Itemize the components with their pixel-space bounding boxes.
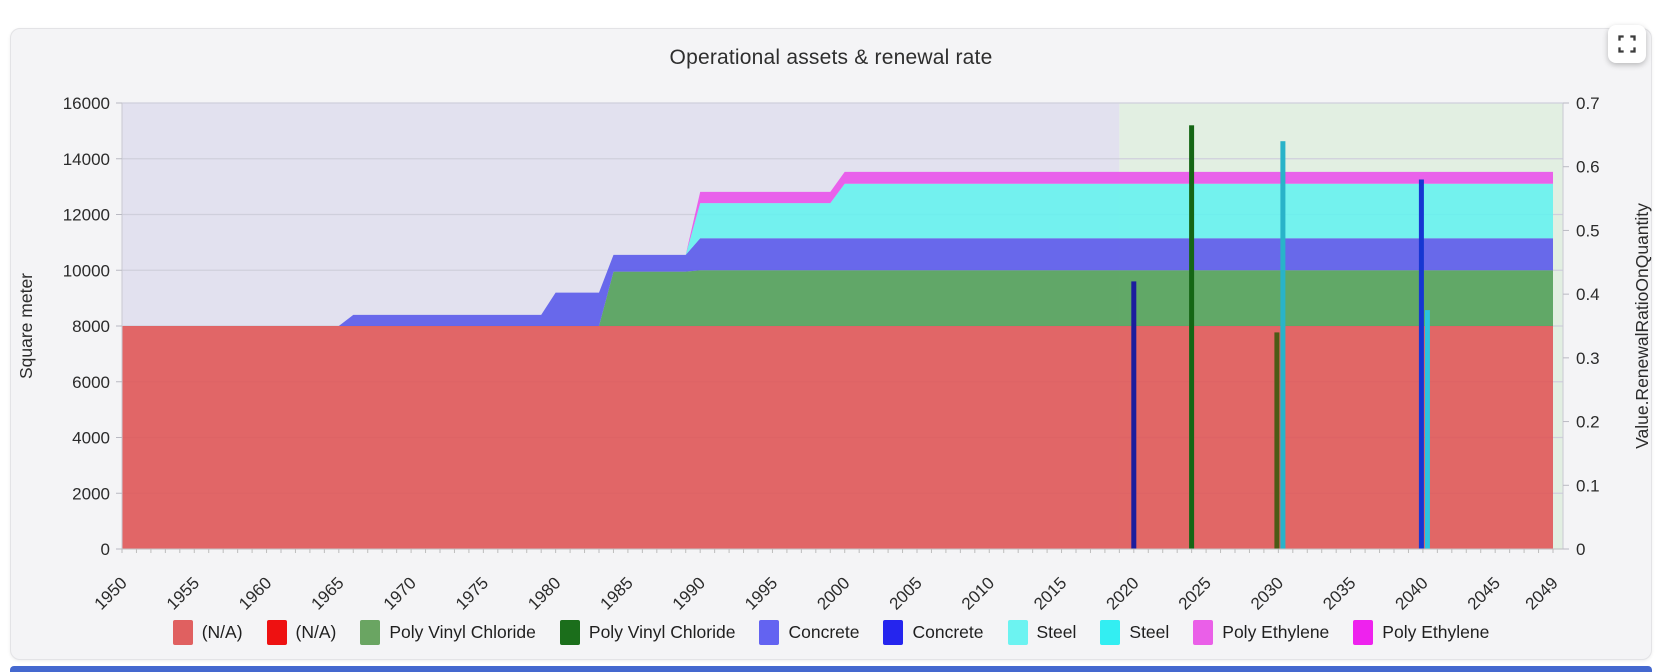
legend-label: Concrete [788,622,860,642]
fullscreen-button[interactable] [1608,25,1646,63]
left-axis-tick-label: 10000 [63,261,110,280]
x-axis-tick-label: 2020 [1102,573,1142,613]
left-axis-title: Square meter [16,273,36,379]
legend-item-3[interactable]: Poly Vinyl Chloride [559,620,736,645]
x-axis-tick-label: 1975 [452,573,492,613]
legend-swatch [266,620,287,645]
right-axis-tick-label: 0.2 [1576,413,1600,432]
left-axis-tick-label: 2000 [72,484,110,503]
x-axis-tick-label: 2045 [1464,573,1504,613]
legend-label: Poly Ethylene [1382,622,1490,642]
x-axis-tick-label: 1970 [380,573,420,613]
left-axis-tick-label: 16000 [63,94,110,113]
x-axis-tick-label: 1995 [741,573,781,613]
legend-label: Concrete [912,622,984,642]
renewal-bar-2040-concrete [1418,179,1424,549]
fullscreen-icon [1617,34,1637,54]
legend-item-4[interactable]: Concrete [759,620,859,645]
x-axis-tick-label: 1985 [597,573,637,613]
legend-swatch [1100,620,1121,645]
x-axis-tick-label: 2040 [1392,573,1432,613]
legend-item-0[interactable]: (N/A) [172,620,243,645]
area-series-2-concrete [122,238,1553,326]
chart-title: Operational assets & renewal rate [669,46,993,69]
right-axis-tick-label: 0.4 [1576,285,1600,304]
x-axis-tick-label: 1960 [235,573,275,613]
renewal-bar-2024-poly-vinyl-chloride [1189,125,1195,550]
legend-label: Steel [1036,622,1077,642]
x-axis-tick-label: 2025 [1175,573,1215,613]
x-axis-tick-label: 2049 [1522,573,1562,613]
legend-item-8[interactable]: Poly Ethylene [1193,620,1329,645]
x-axis-tick-label: 2030 [1247,573,1287,613]
right-axis-tick-label: 0.6 [1576,158,1600,177]
area-series-0--n-a- [122,326,1553,549]
x-axis-tick-label: 1990 [669,573,709,613]
legend-swatch [883,620,904,645]
legend-label: (N/A) [201,622,243,642]
right-axis-title: Value.RenewalRatioOnQuantity [1632,203,1652,449]
legend-item-2[interactable]: Poly Vinyl Chloride [360,620,536,645]
legend-swatch [360,620,381,645]
right-axis-tick-label: 0.7 [1576,94,1600,113]
right-axis-tick-label: 0 [1576,540,1585,559]
x-axis-tick-label: 2000 [813,573,853,613]
legend-label: Steel [1129,622,1170,642]
legend-label: (N/A) [295,622,337,642]
legend-item-5[interactable]: Concrete [883,620,984,645]
legend-swatch [1353,620,1374,645]
left-axis-tick-label: 8000 [72,317,110,336]
legend-swatch [1193,620,1214,645]
legend-swatch [559,620,580,645]
x-axis-tick-label: 2005 [886,573,926,613]
left-axis-tick-label: 12000 [63,206,110,225]
area-series-1-poly-vinyl-chloride [122,270,1553,326]
chart-legend: (N/A) (N/A) Poly Vinyl Chloride Poly Vinyl … [0,620,1662,645]
legend-item-6[interactable]: Steel [1007,620,1077,645]
area-series-3-steel [122,183,1553,326]
legend-label: Poly Vinyl Chloride [389,622,536,642]
left-axis-tick-label: 0 [101,540,110,559]
renewal-bar-2030-poly-vinyl-chloride [1274,332,1280,549]
renewal-bar-2040-steel [1424,310,1430,549]
legend-label: Poly Vinyl Chloride [588,622,736,642]
left-axis-tick-label: 14000 [63,150,110,169]
x-axis-tick-label: 1980 [524,573,564,613]
legend-swatch [1007,620,1028,645]
right-axis-tick-label: 0.5 [1576,221,1600,240]
right-axis-tick-label: 0.1 [1576,476,1600,495]
right-axis-tick-label: 0.3 [1576,349,1600,368]
legend-swatch [759,620,780,645]
bottom-panel-edge [10,666,1652,672]
legend-item-7[interactable]: Steel [1100,620,1169,645]
legend-item-1[interactable]: (N/A) [266,620,337,645]
left-axis-tick-label: 4000 [72,429,110,448]
x-axis-tick-label: 1950 [91,573,131,613]
x-axis-tick-label: 1955 [163,573,203,613]
legend-label: Poly Ethylene [1222,622,1330,642]
x-axis-tick-label: 1965 [307,573,347,613]
legend-swatch [172,620,193,645]
renewal-bar-2020-concrete [1131,281,1137,549]
renewal-bar-2030-steel [1280,141,1286,549]
x-axis-tick-label: 2015 [1030,573,1070,613]
legend-item-9[interactable]: Poly Ethylene [1353,620,1489,645]
x-axis-tick-label: 2035 [1319,573,1359,613]
left-axis-tick-label: 6000 [72,373,110,392]
x-axis-tick-label: 2010 [958,573,998,613]
